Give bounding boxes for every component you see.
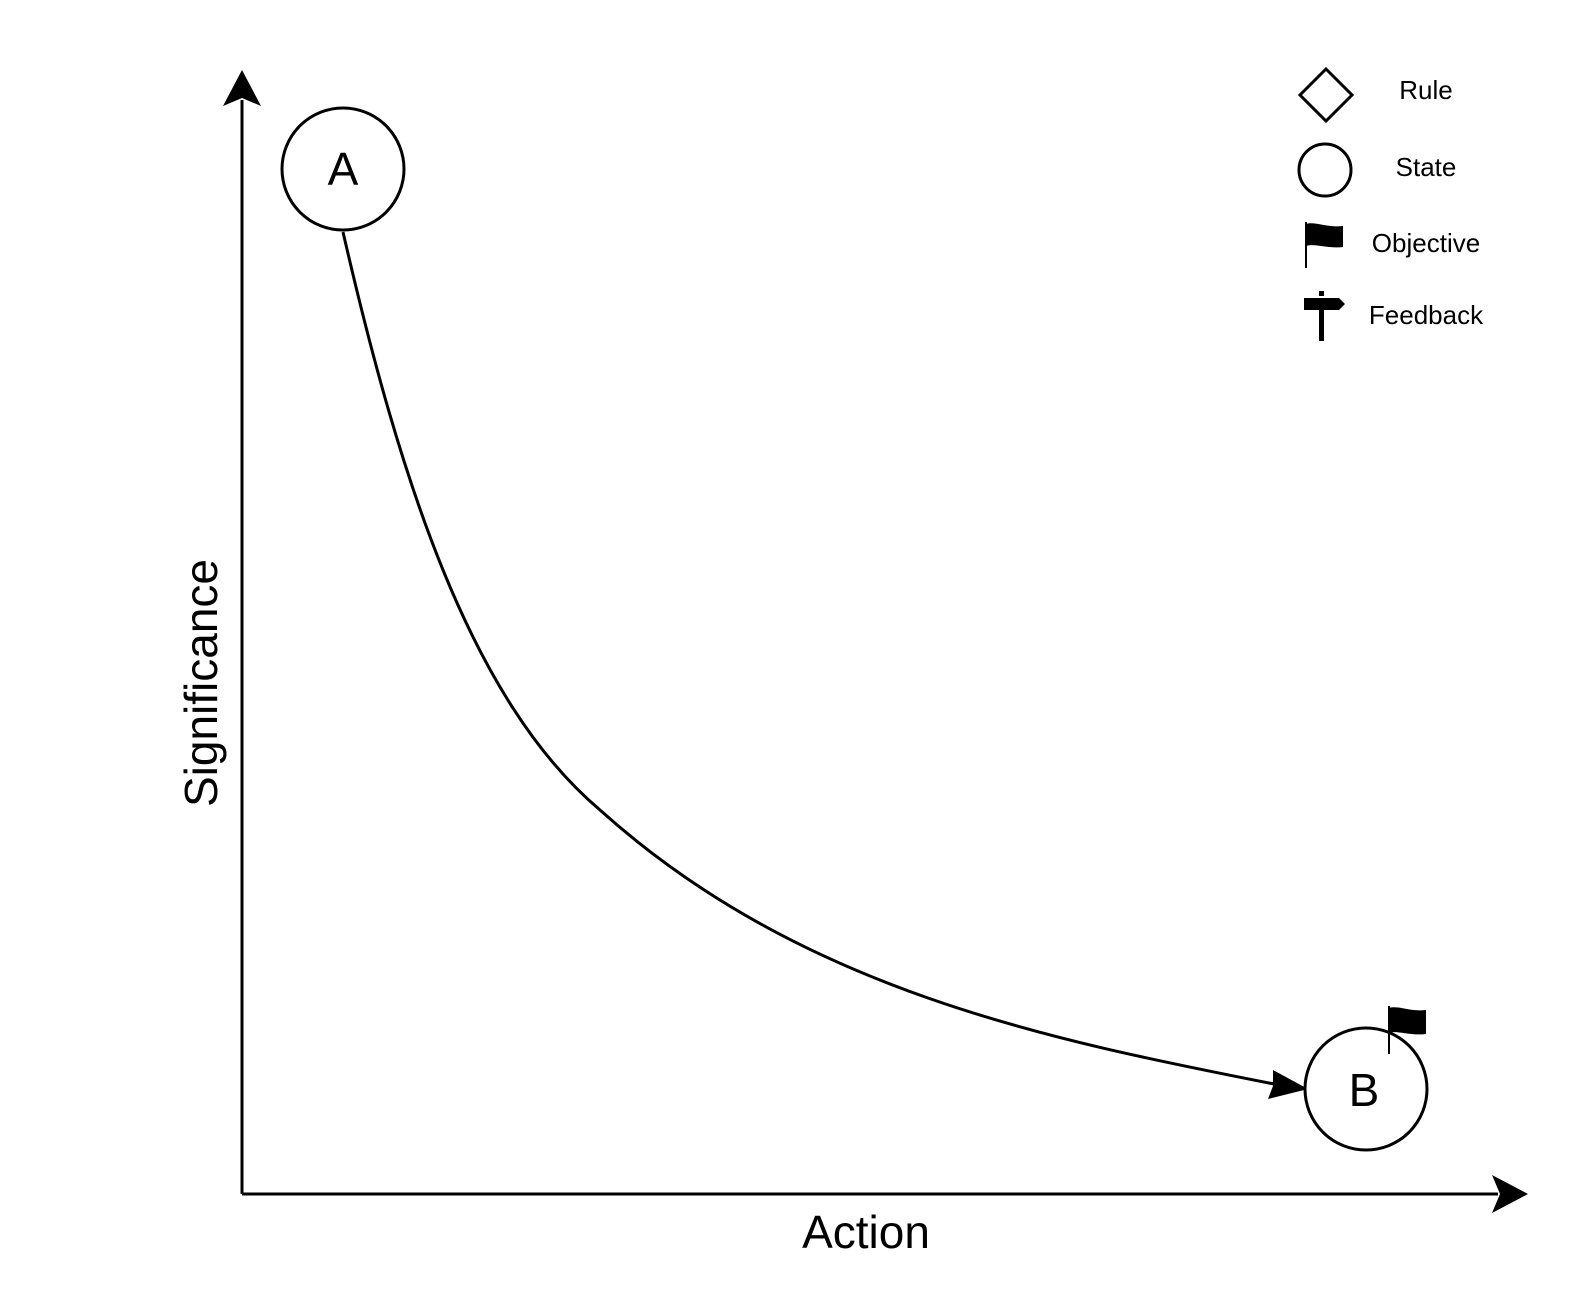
feedback-signpost-icon [1304, 291, 1345, 341]
state-node-b[interactable]: B [1303, 1006, 1429, 1152]
x-axis [242, 1175, 1528, 1213]
y-axis-title: Significance [175, 559, 227, 807]
x-axis-arrow-icon [1492, 1175, 1528, 1213]
state-node-a[interactable]: A [280, 106, 406, 232]
x-axis-title: Action [802, 1206, 930, 1258]
legend-item-objective: Objective [1305, 222, 1480, 268]
legend-label-objective: Objective [1372, 228, 1480, 258]
state-node-label: A [328, 143, 359, 195]
objective-flag-icon [1305, 222, 1343, 268]
legend: Rule State Objective Feedback [1297, 66, 1484, 341]
legend-item-feedback: Feedback [1304, 291, 1484, 341]
curve-arrow-icon [1268, 1070, 1308, 1099]
objective-flag-icon [1388, 1006, 1426, 1054]
state-circle-icon [1297, 142, 1353, 198]
state-node-label: B [1349, 1064, 1380, 1116]
state-circle-icon [1303, 1026, 1429, 1152]
rule-diamond-icon [1297, 66, 1355, 124]
legend-label-feedback: Feedback [1369, 300, 1484, 330]
y-axis [223, 70, 261, 1194]
transition-curve [341, 231, 1308, 1099]
legend-label-rule: Rule [1399, 75, 1452, 105]
legend-label-state: State [1396, 152, 1457, 182]
legend-item-rule: Rule [1297, 66, 1453, 124]
legend-item-state: State [1297, 142, 1457, 198]
state-circle-icon [280, 106, 406, 232]
y-axis-arrow-icon [223, 70, 261, 106]
